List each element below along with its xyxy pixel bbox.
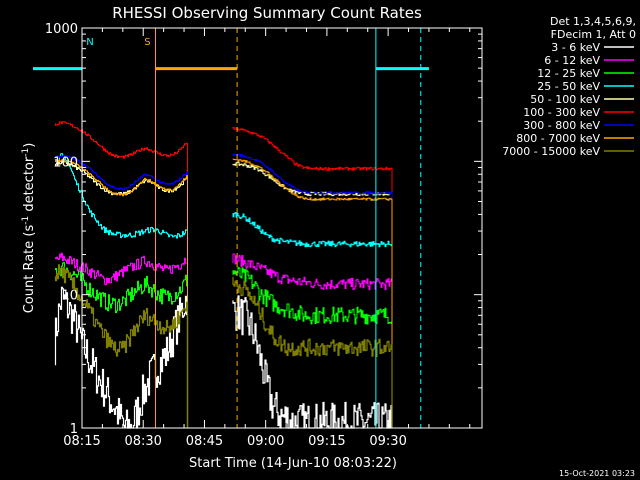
series-line: [55, 158, 188, 428]
x-tick-label: 08:15: [63, 434, 100, 449]
annotation-label: S: [144, 37, 150, 48]
plot-frame: [81, 27, 483, 429]
legend-header: Det 1,3,4,5,6,9,: [550, 15, 636, 28]
y-axis-label-part: -1: [21, 216, 31, 225]
series-line: [55, 121, 188, 428]
y-axis-label-part: detector: [22, 156, 37, 216]
legend-label: 50 - 100 keV: [530, 93, 600, 106]
series-line: [232, 295, 393, 429]
x-tick-label: 09:15: [308, 434, 345, 449]
legend-label: 25 - 50 keV: [537, 80, 600, 93]
legend-label: 3 - 6 keV: [551, 41, 600, 54]
annotation-label: N: [86, 37, 93, 48]
series-line: [55, 262, 188, 428]
legend: Det 1,3,4,5,6,9,FDecim 1, Att 03 - 6 keV…: [502, 15, 636, 158]
legend-label: 100 - 300 keV: [523, 106, 600, 119]
y-tick-label: 1: [70, 422, 78, 437]
y-tick-label: 1000: [45, 22, 78, 37]
footer-date: 15-Oct-2021 03:23: [559, 469, 635, 478]
y-tick-label: 10: [61, 289, 78, 304]
series-line: [55, 153, 188, 428]
legend-label: 12 - 25 keV: [537, 67, 600, 80]
series-line: [232, 266, 393, 428]
chart-title: RHESSI Observing Summary Count Rates: [112, 4, 422, 22]
series-line: [55, 252, 188, 428]
legend-label: 7000 - 15000 keV: [502, 145, 600, 158]
series-line: [232, 253, 393, 428]
x-tick-label: 09:30: [369, 434, 406, 449]
x-axis: 08:15 08:30 08:45 09:00 09:15 09:30: [63, 28, 471, 449]
y-axis: 1 10 100 1000: [45, 22, 482, 437]
series-line: [54, 286, 189, 429]
y-axis-label-part: -1: [21, 148, 31, 157]
series-line: [232, 153, 393, 428]
legend-label: 300 - 800 keV: [523, 119, 600, 132]
series-line: [232, 158, 393, 428]
series-line: [232, 127, 393, 428]
series-line: [54, 264, 189, 428]
y-tick-label: 100: [53, 155, 78, 170]
series-line: [232, 161, 393, 428]
x-tick-label: 09:00: [247, 434, 284, 449]
series-line: [232, 276, 393, 428]
y-axis-label-part: Count Rate (s: [22, 225, 37, 314]
series-line: [55, 154, 188, 428]
y-axis-label: Count Rate (s-1 detector-1): [21, 143, 37, 314]
legend-label: 800 - 7000 keV: [516, 132, 600, 145]
x-tick-label: 08:45: [186, 434, 223, 449]
legend-header: FDecim 1, Att 0: [551, 28, 636, 41]
x-tick-label: 08:30: [124, 434, 161, 449]
x-axis-label: Start Time (14-Jun-10 08:03:22): [189, 456, 397, 471]
series-line: [232, 212, 393, 428]
y-axis-label-part: ): [22, 143, 37, 148]
legend-label: 6 - 12 keV: [544, 54, 600, 67]
